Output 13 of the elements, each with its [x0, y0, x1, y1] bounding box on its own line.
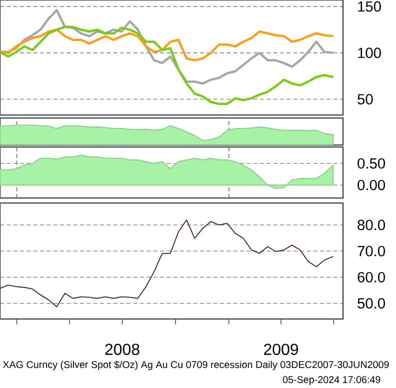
y-tick-label: 0.00 — [358, 180, 385, 190]
y-tick-label: 0.50 — [358, 158, 385, 169]
y-tick-label: 150 — [358, 1, 381, 12]
y-tick-label: 100 — [358, 48, 381, 58]
y-tick-label: 50 — [358, 94, 373, 104]
x-tick-label: 2008 — [105, 344, 140, 356]
text: XAG Curncy (Silver Spot $/Oz) Ag Au Cu 0709 recession Daily 03DEC2007-30JUN2009 — [2, 360, 389, 370]
y-tick-label: 80.0 — [358, 220, 385, 230]
text: 05-Sep-2024 17:06:49 — [282, 376, 380, 386]
y-tick-label: 50.0 — [358, 298, 385, 309]
y-tick-label: 70.0 — [358, 246, 385, 256]
x-tick-label: 2009 — [264, 344, 298, 356]
y-tick-label: 60.0 — [358, 272, 385, 282]
